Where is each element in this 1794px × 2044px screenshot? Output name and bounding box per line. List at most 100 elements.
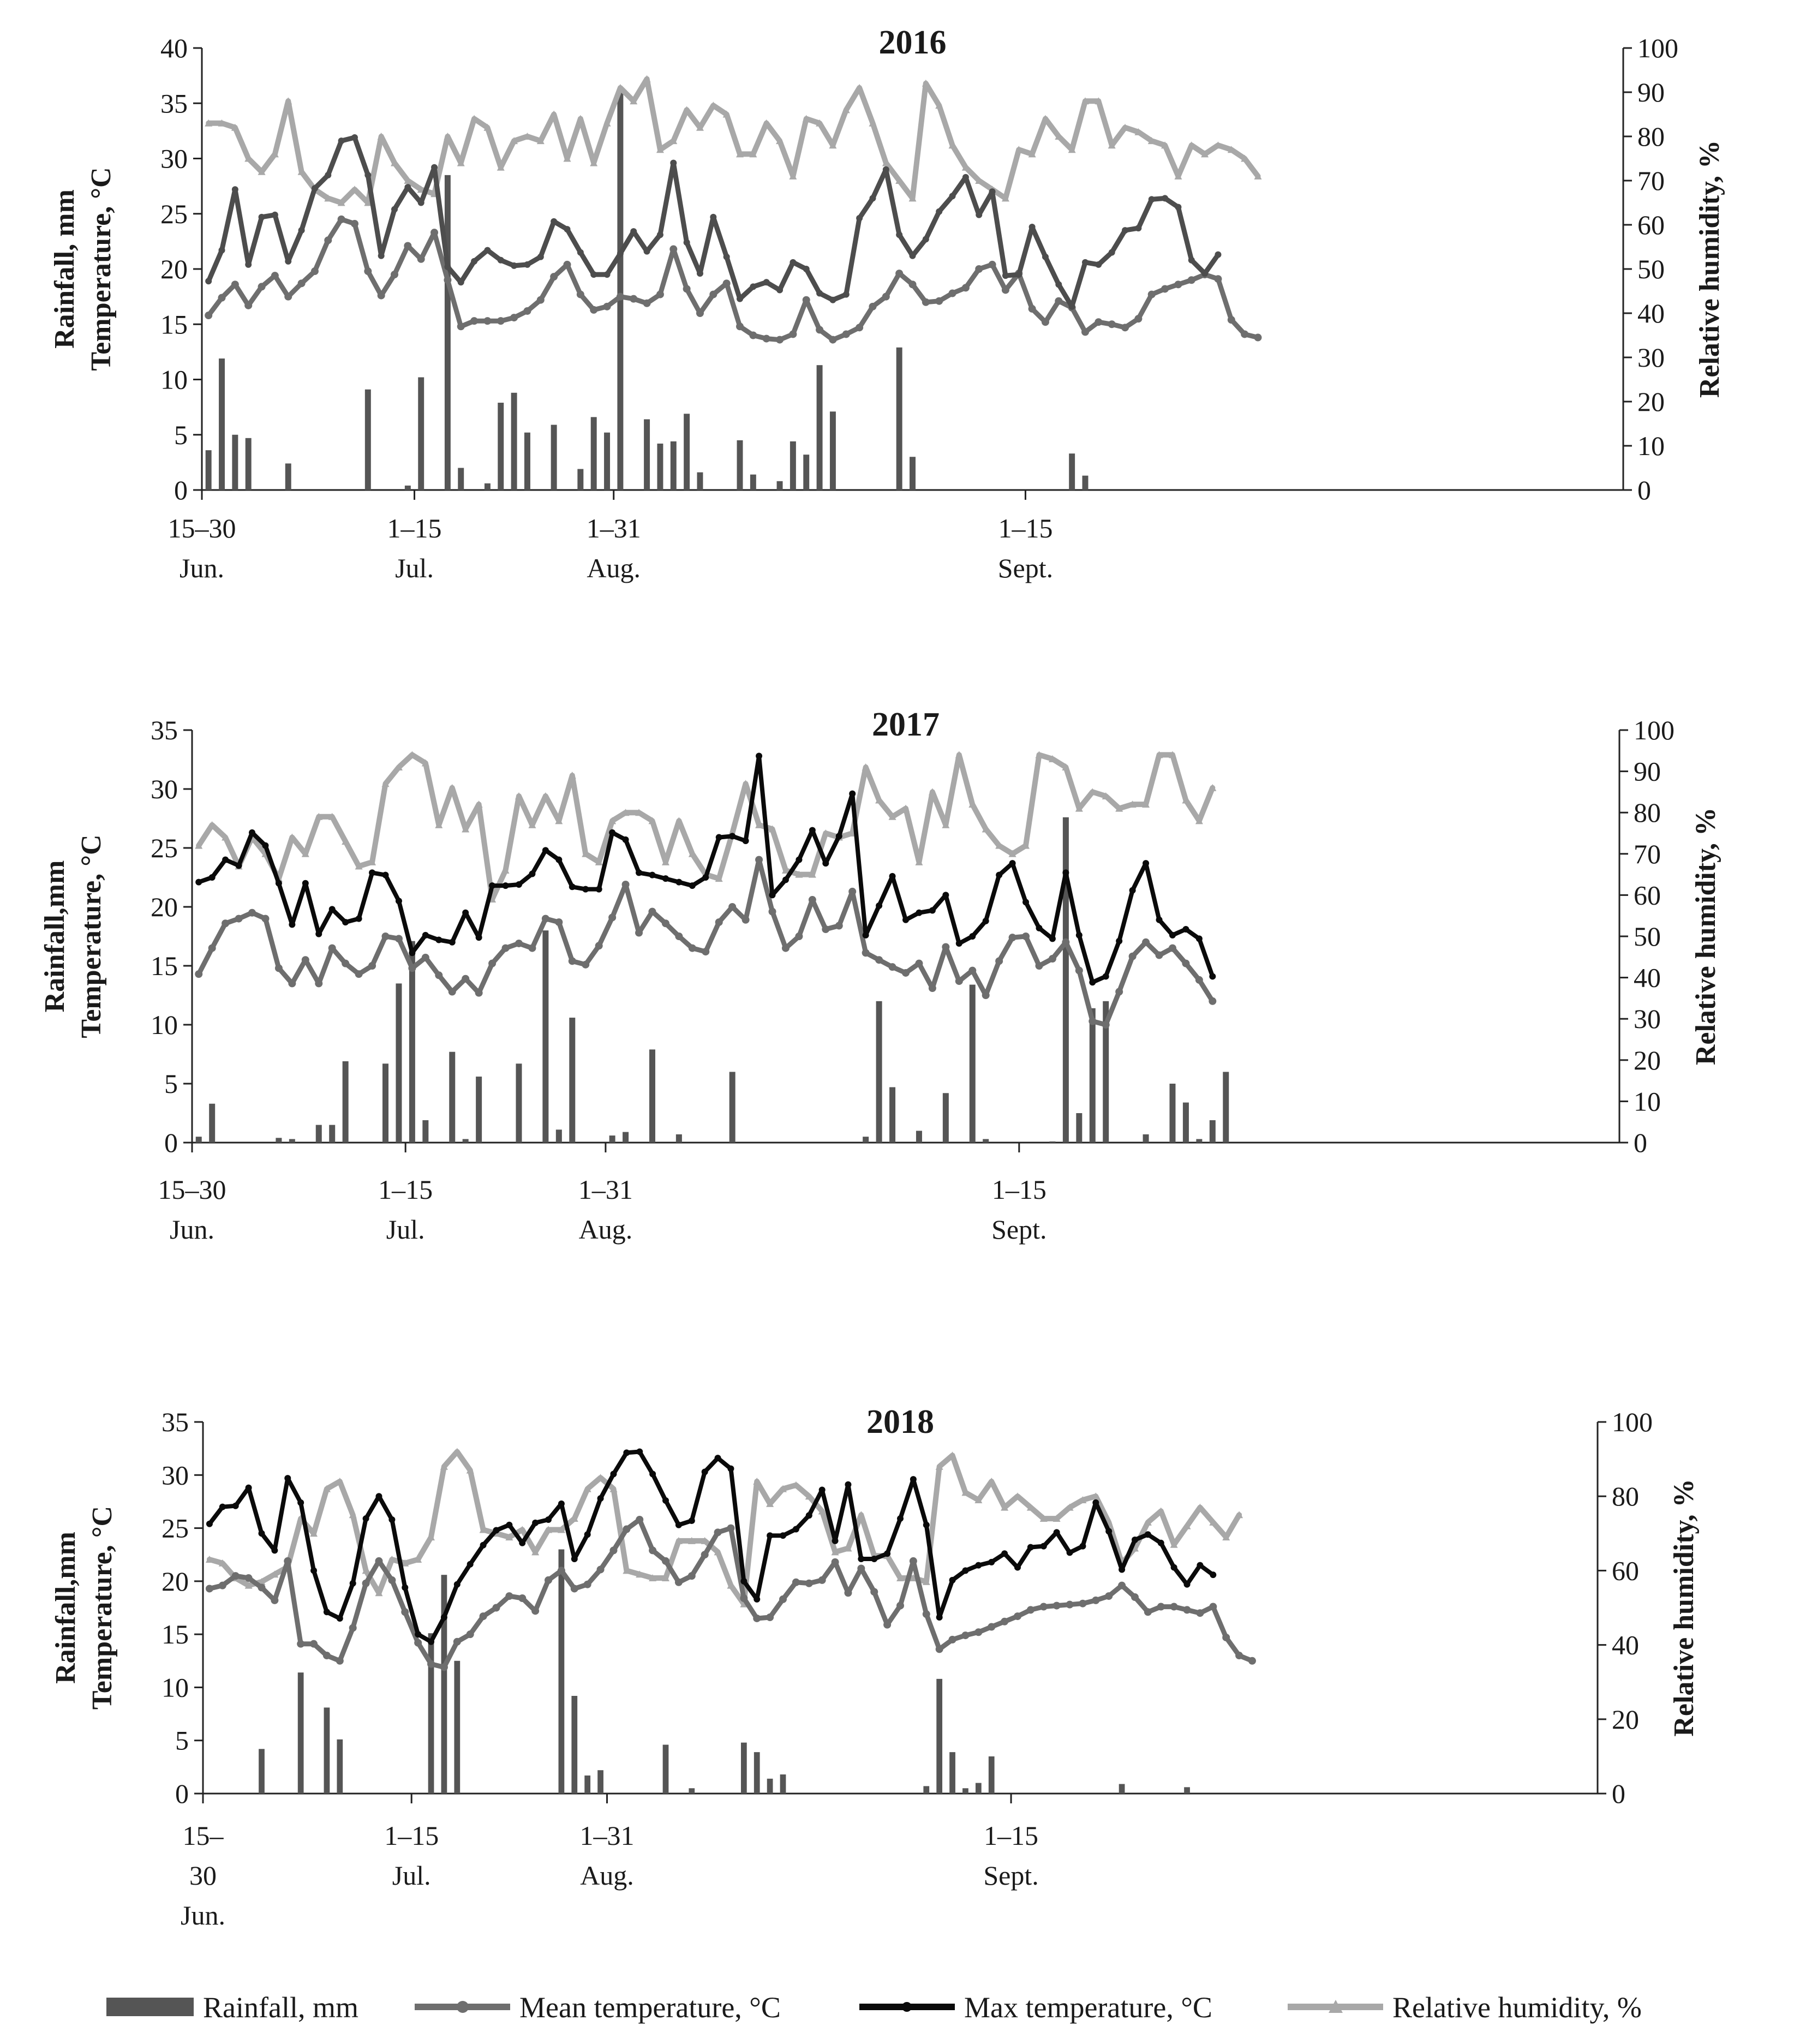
humidity-point [922,1577,930,1585]
mean-temperature-point [621,880,630,888]
max-temperature-point [603,271,611,278]
humidity-point [683,106,691,113]
mean-temperature-point [995,957,1003,965]
y-axis-title-right: Relative humidity, % [1694,140,1725,398]
humidity-point [1108,141,1116,149]
mean-temperature-point [315,979,323,988]
rainfall-bar [816,365,823,490]
mean-temperature-point [1157,1603,1165,1611]
max-temperature-point [206,1520,213,1527]
y-tick-label-right: 90 [1634,756,1661,787]
humidity-point [466,1466,474,1474]
mean-temperature-point [394,935,403,943]
mean-temperature-point [1121,324,1129,332]
max-temperature-point [1028,224,1036,231]
max-temperature-point [763,279,770,286]
humidity-point [909,1574,917,1582]
humidity-point [674,1537,683,1544]
max-temperature-point [569,883,576,890]
max-temperature-point [1215,251,1222,258]
humidity-point [218,119,226,127]
mean-temperature-point [862,949,870,957]
rainfall-bar [1143,1134,1149,1143]
mean-temperature-point [1142,938,1150,946]
max-temperature-point [1009,860,1016,867]
mean-temperature-point [856,324,864,332]
max-temperature-point [382,871,389,878]
x-tick-label: Jun. [181,1900,225,1931]
humidity-point [805,1492,813,1500]
humidity-point [1155,751,1163,758]
y-tick-label-left: 30 [160,144,188,174]
humidity-point [1028,150,1036,158]
rainfall-bar [670,441,677,490]
rainfall-bar [697,472,703,490]
humidity-point [869,119,877,127]
humidity-point [609,1485,618,1492]
humidity-point [421,759,429,767]
humidity-point [1222,1533,1230,1541]
humidity-point [687,1537,696,1544]
humidity-point [948,1451,956,1459]
mean-temperature-point [736,322,744,331]
legend: Rainfall, mm Mean temperature, °C Max te… [106,1991,1642,2024]
max-temperature-point [769,892,776,899]
humidity-point [1209,784,1217,791]
max-temperature-point [258,213,265,220]
mean-temperature-point [909,1557,917,1565]
y-tick-label-left: 25 [162,1513,189,1544]
mean-temperature-point [1187,276,1195,284]
mean-temperature-point [310,267,319,276]
legend-swatch-rainfall [106,1998,194,2016]
max-temperature-point [249,829,256,836]
rainfall-bar [729,1072,735,1143]
mean-temperature-point [518,1594,527,1602]
y-tick-label-left: 0 [164,1127,178,1158]
y-tick-label-left: 30 [151,774,178,804]
humidity-point [470,115,479,122]
humidity-point [427,1533,435,1541]
mean-temperature-point [608,913,617,922]
humidity-point [576,115,584,122]
max-temperature-point [1053,1529,1060,1536]
mean-temperature-point [623,1525,631,1533]
humidity-point [1048,755,1056,762]
y-tick-label-right: 20 [1634,1045,1661,1075]
humidity-point [596,1474,605,1481]
mean-temperature-point [328,944,336,952]
humidity-point [349,1511,357,1519]
max-temperature-point [701,1468,708,1475]
mean-temperature-point [1227,316,1235,324]
mean-temperature-point [740,1594,748,1602]
x-tick-label: Aug. [587,553,641,583]
humidity-point [608,817,617,824]
max-temperature-point [889,872,896,880]
rainfall-bar [571,1695,578,1794]
mean-temperature-point [1155,951,1163,959]
mean-temperature-point [755,856,763,864]
humidity-line [206,76,1261,206]
y-tick-label-left: 10 [162,1672,189,1702]
humidity-point [1161,141,1169,149]
rainfall-bar [767,1778,773,1794]
max-temperature-point [336,1615,343,1622]
humidity-point [862,763,870,771]
y-axis-title-left: Temperature, °C [87,1506,118,1710]
mean-temperature-point [231,280,239,289]
mean-temperature-point [258,1583,266,1592]
rainfall-bar [1196,1139,1203,1143]
max-temperature-point [1066,1549,1073,1556]
humidity-point [762,119,770,127]
mean-temperature-point [974,1628,983,1636]
rainfall-bar [876,1001,882,1143]
max-temperature-point [1144,1531,1151,1538]
rainfall-bar [896,347,902,490]
humidity-point [1022,841,1030,849]
x-tick-label: Jun. [180,553,224,583]
max-temperature-point [949,1576,956,1583]
y-tick-label-right: 80 [1612,1481,1639,1511]
mean-temperature-point [1055,297,1063,305]
humidity-point [715,875,723,882]
rainfall-bar [584,1775,591,1794]
mean-temperature-point [702,948,710,956]
